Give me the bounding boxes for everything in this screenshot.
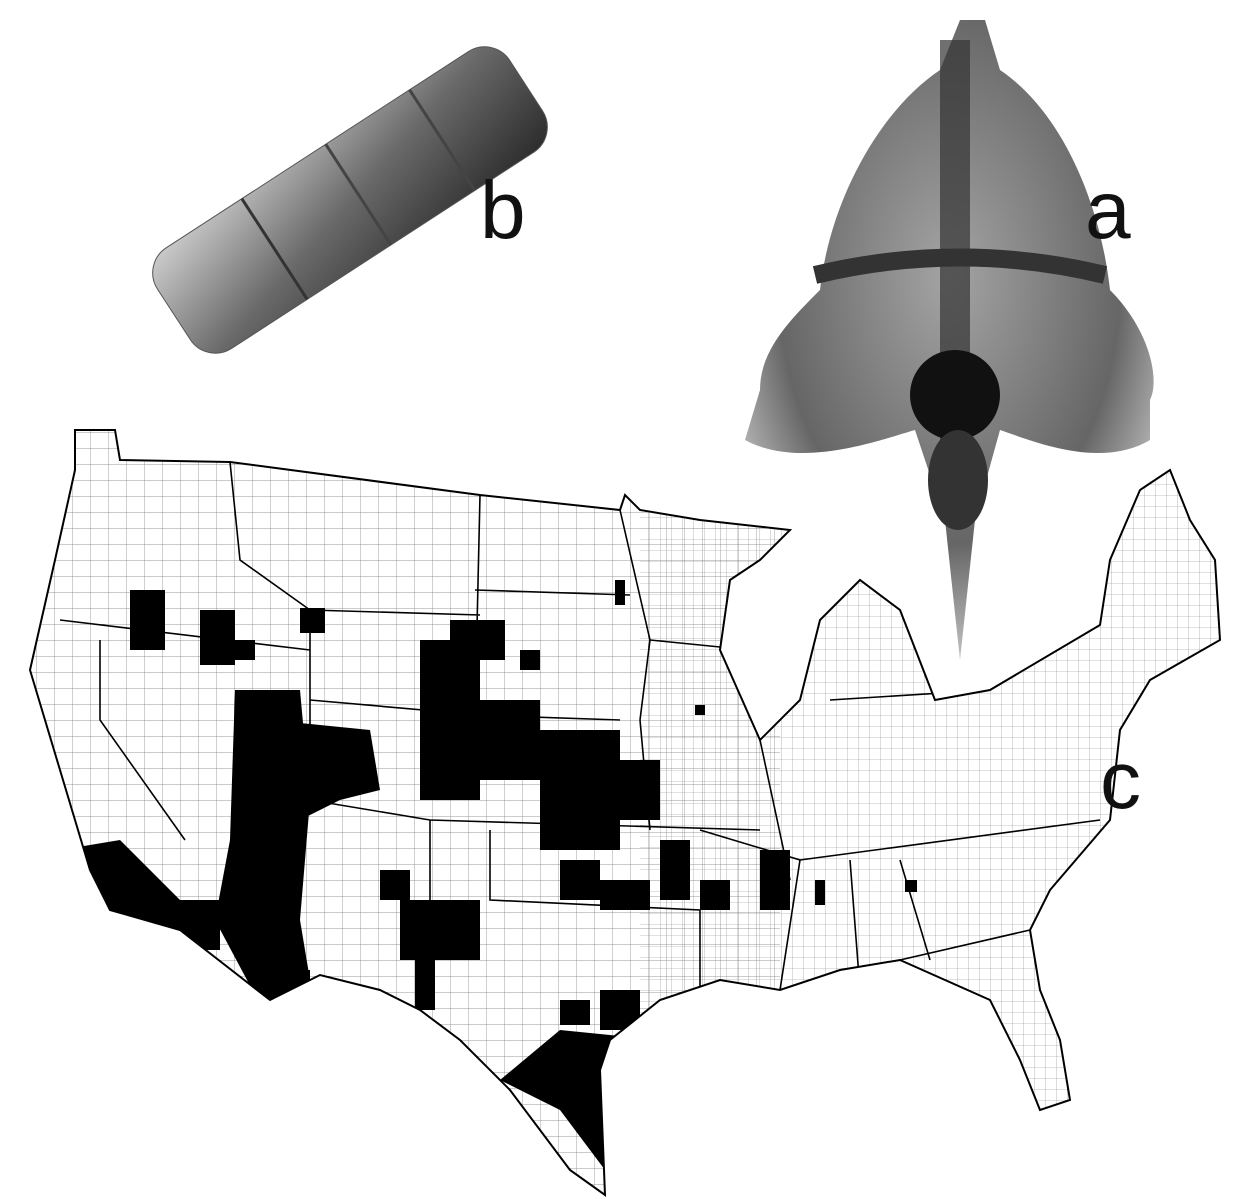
panel-label: a bbox=[1085, 165, 1131, 256]
figure: b a c bbox=[0, 0, 1257, 1198]
page: {"panels": [{"label": "b"}, {"label": "a… bbox=[0, 0, 1257, 1198]
specimen-a bbox=[745, 20, 1154, 660]
panel-label: c bbox=[1100, 735, 1141, 826]
county-map bbox=[0, 400, 1257, 1198]
panel-label: b bbox=[480, 165, 526, 256]
